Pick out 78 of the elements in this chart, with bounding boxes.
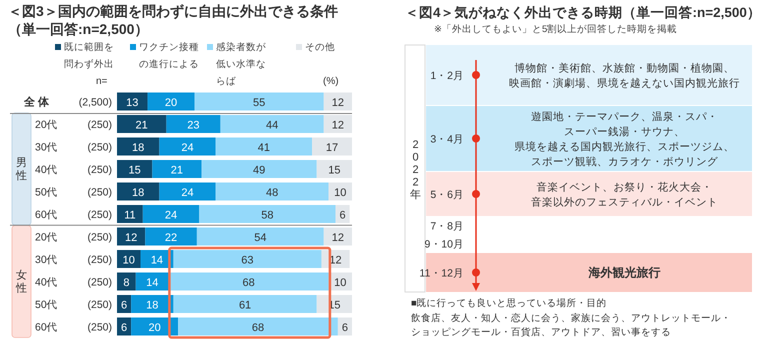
chart-title: ＜図3＞国内の範囲を問わずに自由に外出できる条件（単一回答:n=2,500） xyxy=(8,3,338,37)
data-label: 6 xyxy=(340,210,346,222)
text: 1・2月 xyxy=(430,70,464,82)
text: 2022年 xyxy=(410,139,421,201)
data-label: 24 xyxy=(164,210,178,222)
text: 7・8月 xyxy=(430,220,464,232)
data-label: 18 xyxy=(132,142,144,154)
data-label: 12 xyxy=(332,120,344,132)
legend-label: 感染者数が低い水準ならば xyxy=(216,41,267,87)
data-label: 55 xyxy=(253,97,266,109)
data-label: 11 xyxy=(124,210,136,222)
data-label: 54 xyxy=(254,232,266,244)
legend-label: 既に範囲を問わず外出 xyxy=(64,42,114,70)
text: 11・12月 xyxy=(419,268,464,280)
text: 5・6月 xyxy=(430,189,464,201)
text: (%) xyxy=(323,76,339,87)
category-label: 30代 (250) xyxy=(35,254,112,266)
data-label: 14 xyxy=(146,277,158,289)
data-label: 6 xyxy=(120,322,128,334)
category-label: 20代 (250) xyxy=(35,232,112,244)
data-label: 12 xyxy=(332,97,344,109)
data-label: 15 xyxy=(128,164,141,176)
data-label: 21 xyxy=(170,164,184,176)
text: ■既に行っても良いと思っている場所・目的 xyxy=(411,297,607,309)
data-label: 68 xyxy=(252,322,264,334)
data-label: 10 xyxy=(334,187,346,199)
data-label: 12 xyxy=(124,232,138,244)
data-label: 20 xyxy=(148,322,161,334)
data-label: 14 xyxy=(150,254,164,266)
data-label: 13 xyxy=(126,97,138,109)
data-label: 12 xyxy=(332,232,344,244)
data-label: 15 xyxy=(328,164,340,176)
data-label: 44 xyxy=(266,120,278,132)
text: 博物館・美術館、水族館・動物園・植物園、映画館・演劇場、県境を越えない国内観光旅行 xyxy=(509,62,740,90)
data-label: 18 xyxy=(132,187,144,199)
data-label: 10 xyxy=(334,277,346,289)
category-label: 全 体 (2,500) xyxy=(24,96,112,108)
category-label: 40代 (250) xyxy=(35,276,112,288)
text: 海外観光旅行 xyxy=(588,266,660,280)
text: 3・4月 xyxy=(430,134,464,146)
category-label: 50代 (250) xyxy=(35,299,112,311)
data-label: 58 xyxy=(261,210,274,222)
category-label: 20代 (250) xyxy=(35,119,112,131)
text: 遊園地・テーマパーク、温泉・スパ・スーパー銭湯・サウナ、県境を越える国内観光旅行、スポーツジム、スポーツ観戦、カラオケ・ボウリング xyxy=(514,110,734,168)
data-label: 6 xyxy=(342,322,348,334)
data-label: 6 xyxy=(120,300,128,312)
data-label: 61 xyxy=(238,300,252,312)
data-label: 23 xyxy=(187,120,200,132)
category-label: 60代 (250) xyxy=(35,322,112,334)
text: 飲食店、友人・知人・恋人に会う、家族に会う、アウトレットモール・ショッピングモール・百貨店、アウトドア、習い事をする xyxy=(411,312,731,338)
data-label: 20 xyxy=(164,97,178,109)
data-label: 24 xyxy=(181,142,194,154)
data-label: 63 xyxy=(241,254,254,266)
text: 男性 xyxy=(15,157,27,182)
text: 女性 xyxy=(15,270,27,294)
data-label: 24 xyxy=(181,187,194,199)
legend-label: その他 xyxy=(305,41,335,53)
category-label: 60代 (250) xyxy=(35,209,112,221)
data-label: 18 xyxy=(146,300,158,312)
data-label: 10 xyxy=(122,254,135,266)
data-label: 21 xyxy=(136,120,148,132)
category-label: 40代 (250) xyxy=(35,164,112,176)
category-label: 50代 (250) xyxy=(35,186,112,198)
data-label: 17 xyxy=(326,142,338,154)
text: 9・10月 xyxy=(424,238,464,250)
data-label: 68 xyxy=(242,277,255,289)
text: ※「外出してもよい」と5割以上が回答した時期を掲載 xyxy=(434,23,678,35)
text: 音楽イベント、お祭り・花火大会・音楽以外のフェスティバル・イベント xyxy=(531,180,718,208)
data-label: 8 xyxy=(123,277,130,289)
category-label: 30代 (250) xyxy=(35,142,112,154)
text: n= xyxy=(96,76,108,87)
data-label: 12 xyxy=(329,254,342,266)
data-label: 49 xyxy=(253,164,266,176)
data-label: 48 xyxy=(266,187,278,199)
data-label: 22 xyxy=(164,232,178,244)
data-label: 41 xyxy=(258,142,270,154)
text: ＜図4＞気がねなく外出できる時期（単一回答:n=2,500） xyxy=(405,5,760,20)
legend-label: ワクチン接種の進行による xyxy=(139,41,199,70)
